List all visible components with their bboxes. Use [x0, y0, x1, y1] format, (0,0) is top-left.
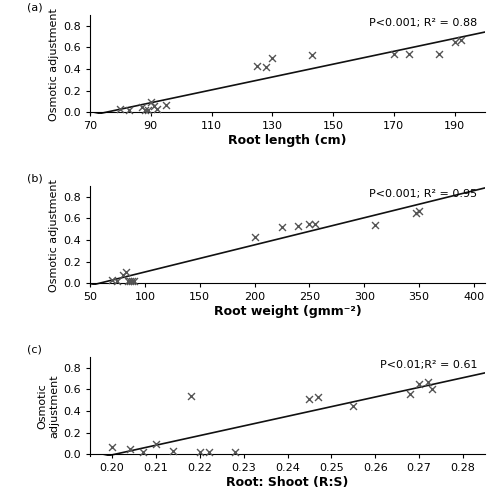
Text: (a): (a) [27, 3, 42, 13]
Point [231, 448, 239, 456]
Point [450, 38, 458, 46]
Point [415, 207, 423, 215]
Point [126, 277, 134, 285]
Point [114, 277, 122, 285]
Point [153, 105, 161, 113]
Point [128, 277, 136, 285]
Point [126, 106, 134, 114]
Point [428, 385, 436, 393]
Point [108, 442, 116, 450]
Point [415, 380, 423, 388]
Point [147, 98, 155, 106]
Point [253, 62, 261, 69]
Point [108, 276, 116, 284]
Point [405, 50, 413, 58]
Y-axis label: Osmotic adjustment: Osmotic adjustment [49, 179, 59, 292]
X-axis label: Root: Shoot (R:S): Root: Shoot (R:S) [226, 476, 348, 489]
Point [350, 402, 358, 410]
Point [278, 223, 286, 231]
Text: (b): (b) [27, 174, 42, 184]
Point [144, 106, 152, 114]
X-axis label: Root weight (gmm⁻²): Root weight (gmm⁻²) [214, 305, 362, 318]
Point [311, 220, 319, 228]
Point [116, 105, 124, 113]
Point [130, 277, 138, 285]
Point [150, 102, 158, 110]
Point [138, 103, 145, 111]
Point [406, 390, 414, 398]
Y-axis label: Osmotic
adjustment: Osmotic adjustment [38, 375, 59, 438]
Point [126, 445, 134, 453]
Point [170, 447, 177, 455]
Point [456, 36, 464, 44]
Point [204, 448, 212, 456]
Point [308, 51, 316, 59]
Point [124, 277, 132, 285]
Point [262, 63, 270, 71]
Point [250, 233, 258, 241]
Text: P<0.001; R² = 0.95: P<0.001; R² = 0.95 [369, 189, 477, 199]
Point [268, 54, 276, 62]
Point [372, 221, 380, 229]
Text: (c): (c) [27, 345, 42, 355]
Point [162, 101, 170, 109]
Point [424, 378, 432, 386]
Point [196, 448, 203, 456]
Point [119, 270, 127, 278]
X-axis label: Root length (cm): Root length (cm) [228, 134, 347, 147]
Point [306, 395, 314, 403]
Point [390, 50, 398, 58]
Point [436, 50, 444, 58]
Point [412, 209, 420, 217]
Point [140, 106, 148, 114]
Point [138, 448, 146, 456]
Text: P<0.01;R² = 0.61: P<0.01;R² = 0.61 [380, 360, 477, 370]
Y-axis label: Osmotic adjustment: Osmotic adjustment [49, 8, 59, 121]
Point [122, 268, 130, 276]
Point [152, 440, 160, 448]
Point [294, 222, 302, 230]
Point [314, 393, 322, 401]
Point [306, 220, 314, 228]
Text: P<0.001; R² = 0.88: P<0.001; R² = 0.88 [369, 18, 477, 28]
Point [187, 392, 195, 400]
